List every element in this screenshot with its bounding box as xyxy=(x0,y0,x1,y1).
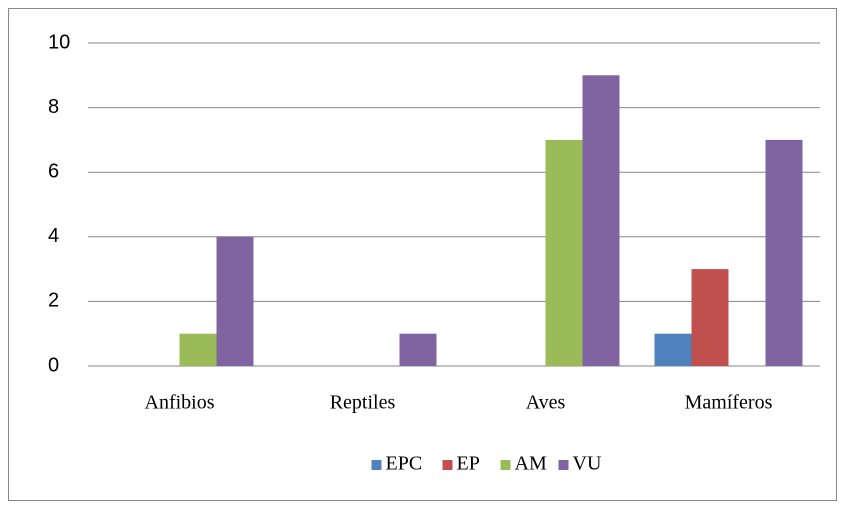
y-tick-label: 8 xyxy=(48,96,59,118)
legend-label: VU xyxy=(573,453,602,475)
x-tick-label: Aves xyxy=(526,392,566,414)
bar xyxy=(545,139,583,366)
x-tick-label: Anfibios xyxy=(145,392,215,414)
bar xyxy=(179,333,217,366)
legend-swatch xyxy=(500,460,511,470)
y-tick-label: 2 xyxy=(48,290,59,312)
legend-swatch xyxy=(371,460,382,470)
bar xyxy=(654,333,692,366)
legend-label: AM xyxy=(515,453,547,475)
y-tick-label: 4 xyxy=(48,225,59,247)
bar xyxy=(582,75,620,367)
bar xyxy=(691,269,729,366)
bar xyxy=(216,236,254,366)
y-tick-label: 10 xyxy=(48,31,70,53)
y-tick-label: 0 xyxy=(48,354,59,376)
legend-swatch xyxy=(442,460,453,470)
legend-label: EPC xyxy=(386,453,423,475)
x-tick-label: Reptiles xyxy=(330,392,396,414)
bar xyxy=(765,139,803,366)
x-tick-label: Mamíferos xyxy=(685,392,773,414)
y-tick-label: 6 xyxy=(48,160,59,182)
legend-label: EP xyxy=(457,453,480,475)
legend-swatch xyxy=(558,460,569,470)
chart-frame xyxy=(8,8,837,501)
bar xyxy=(399,333,437,366)
